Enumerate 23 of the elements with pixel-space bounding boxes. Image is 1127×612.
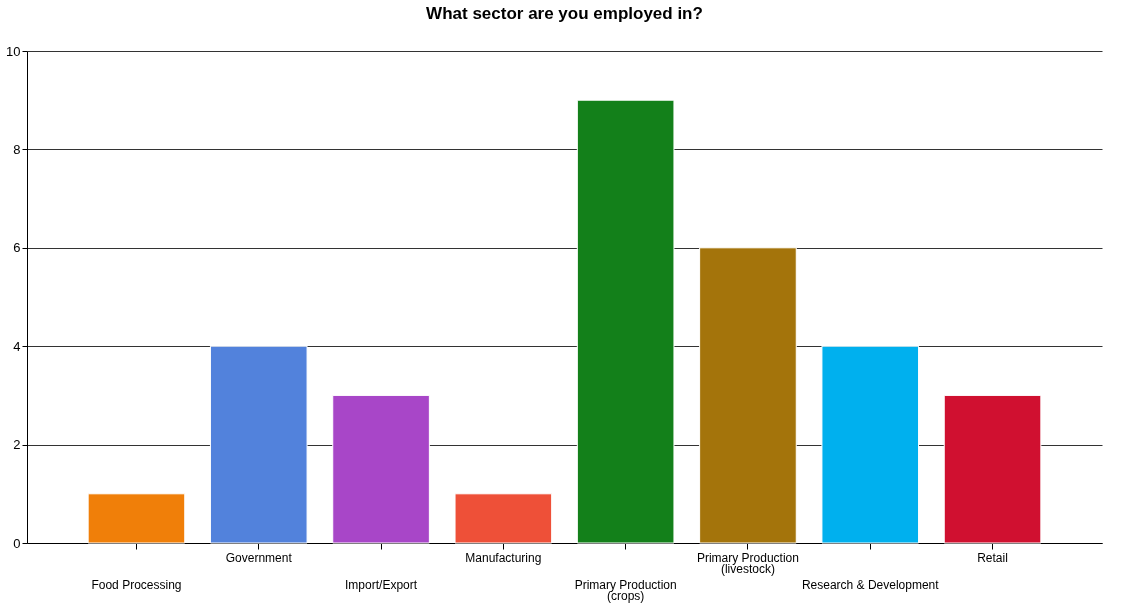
x-tick-label: Primary Production (livestock) (696, 551, 799, 576)
bar (332, 394, 430, 544)
y-tick-label: 6 (13, 240, 21, 256)
bar (821, 345, 920, 544)
y-tick-label: 2 (13, 437, 21, 453)
x-tick-label: Manufacturing (465, 551, 542, 565)
x-tick-label: Government (225, 551, 293, 565)
bar (699, 247, 797, 544)
chart-title: What sector are you employed in? (426, 4, 703, 23)
bar (209, 345, 308, 544)
y-tick-label: 8 (13, 141, 21, 157)
x-tick-label: Import/Export (345, 578, 418, 592)
bar (454, 493, 553, 544)
y-tick-label: 0 (13, 535, 21, 551)
x-tick-label: Primary Production (crops) (574, 578, 677, 603)
bar (943, 394, 1042, 544)
x-tick-label: Retail (977, 551, 1008, 565)
x-tick-label: Research & Development (801, 578, 940, 592)
x-tick-label: Food Processing (91, 578, 182, 592)
y-tick-label: 10 (6, 43, 21, 59)
y-tick-label: 4 (13, 338, 21, 354)
bar (576, 99, 675, 544)
bar (87, 493, 186, 544)
